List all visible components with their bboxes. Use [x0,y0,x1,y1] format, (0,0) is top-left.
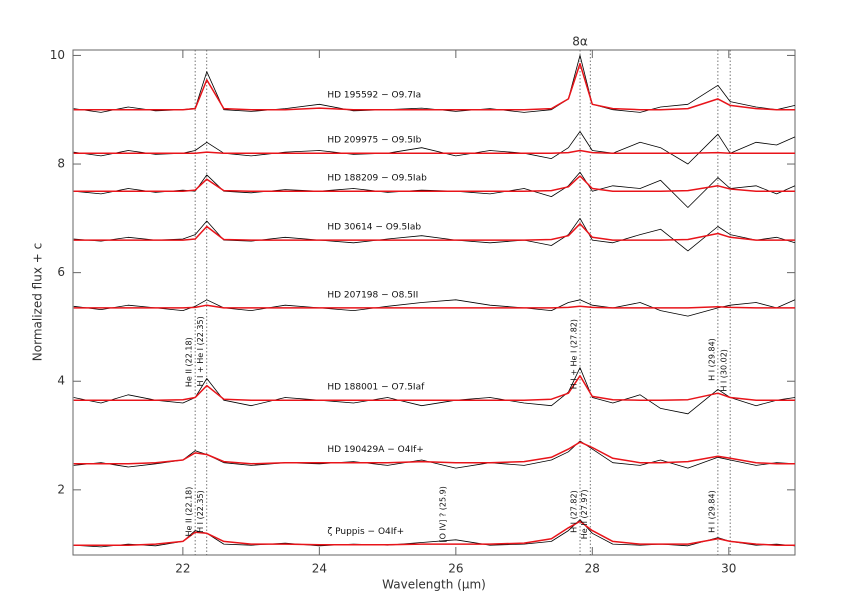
y-tick-label: 6 [57,265,65,279]
model-spectrum [73,520,795,546]
spectrum-label: HD 209975 − O9.5Ib [327,136,421,146]
model-spectrum [73,304,795,309]
y-axis-label: Normalized flux + c [31,243,45,361]
line-annotation: He II (27.97) [580,489,589,539]
x-tick-label: 28 [585,562,600,576]
line-annotation: H I (22.35) [196,490,205,533]
spectrum-label: HD 30614 − O9.5Iab [327,223,421,233]
spectrum-label: HD 188001 − O7.5Iaf [327,383,425,393]
model-spectrum [73,375,795,401]
model-spectrum [73,149,795,154]
y-tick-label: 10 [50,48,65,62]
observed-spectrum [73,519,796,548]
line-annotation: H I + He I (27.82) [570,319,579,389]
model-spectrum [73,175,795,192]
observed-spectrum [73,55,796,113]
y-tick-label: 4 [57,374,65,388]
spectrum-label: HD 195592 − O9.7Ia [327,91,421,101]
line-annotation: H I (30.02) [720,349,729,392]
observed-spectrum [73,171,796,208]
x-tick-label: 30 [721,562,736,576]
observed-spectrum [73,440,796,469]
line-annotation: H I (27.82) [570,490,579,533]
observed-spectrum [73,367,796,415]
model-spectrum [73,223,795,241]
model-spectrum [73,441,795,465]
line-annotation: He II (22.18) [185,487,194,537]
y-tick-label: 2 [57,482,65,496]
spectrum-label: HD 207198 − O8.5II [327,290,418,300]
x-axis-label: Wavelength (μm) [382,578,486,592]
line-annotation: H I (29.84) [707,490,716,533]
model-spectrum [73,62,795,111]
x-tick-label: 22 [175,562,190,576]
spectrum-label: ζ Puppis − O4If+ [327,527,404,537]
spectrum-label: HD 188209 − O9.5Iab [327,174,427,184]
observed-spectrum [73,131,796,165]
line-annotation: H I (29.84) [707,338,716,381]
line-annotation: H I + He I (22.35) [196,316,205,386]
observed-spectrum [73,217,796,252]
plot-frame [72,49,796,556]
line-annotation: 8α [572,34,588,48]
spectrum-label: HD 190429A − O4If+ [327,445,424,455]
line-annotation: [O IV] ? (25.9) [439,486,448,542]
x-tick-label: 24 [312,562,327,576]
line-annotation: He II (22.18) [185,337,194,387]
x-tick-label: 26 [448,562,463,576]
y-tick-label: 8 [57,157,65,171]
